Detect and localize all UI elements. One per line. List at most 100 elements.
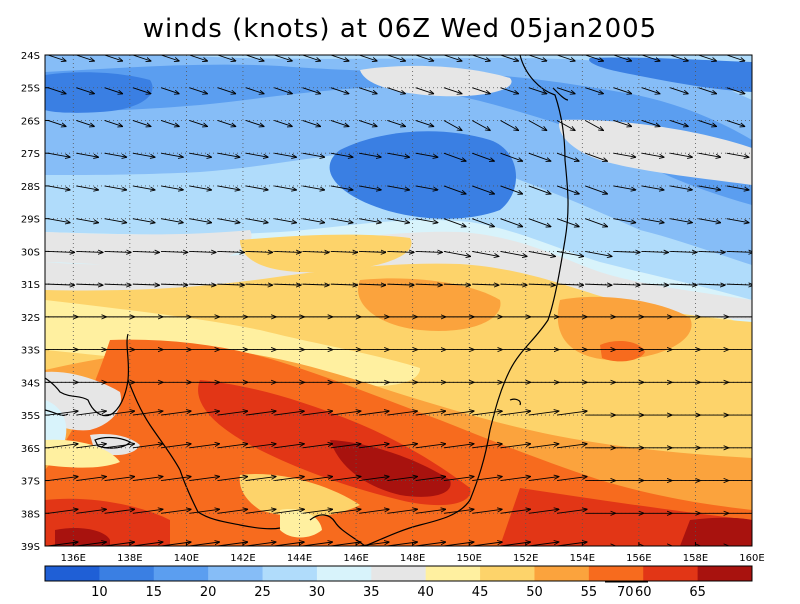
lat-label: 27S — [21, 149, 40, 160]
wind-arrow — [415, 87, 434, 94]
wind-arrow — [528, 477, 559, 481]
wind-arrow — [302, 477, 333, 481]
wind-arrow — [47, 444, 78, 449]
lon-label: 154E — [570, 553, 595, 564]
wind-arrow — [274, 477, 304, 481]
wind-arrow — [358, 185, 381, 190]
wind-arrow — [132, 185, 155, 190]
wind-arrow — [670, 120, 688, 126]
wind-arrow — [189, 411, 219, 416]
wind-arrow — [613, 152, 636, 157]
lat-label: 24S — [21, 51, 40, 62]
wind-arrow — [161, 444, 191, 449]
wind-arrow — [302, 55, 321, 61]
wind-arrow — [670, 284, 697, 285]
wind-arrow — [104, 477, 135, 481]
lon-label: 144E — [287, 553, 312, 564]
wind-arrow — [245, 284, 273, 285]
wind-arrow — [274, 55, 292, 61]
wind-arrow — [415, 411, 446, 416]
wind-arrow — [641, 185, 664, 190]
wind-arrow — [132, 55, 151, 61]
wind-arrow — [472, 87, 490, 94]
colorbar-swatch — [480, 566, 535, 581]
wind-arrow — [302, 509, 333, 514]
wind-arrow — [302, 218, 325, 223]
wind-arrow — [274, 87, 292, 94]
lon-label: 142E — [230, 553, 255, 564]
wind-arrow — [726, 152, 749, 157]
wind-arrow — [274, 218, 296, 223]
wind-arrow — [245, 120, 264, 126]
wind-arrow — [698, 87, 716, 94]
wind-arrow — [132, 284, 160, 285]
wind-arrow — [274, 509, 304, 514]
wind-arrow — [500, 87, 518, 94]
wind-arrow — [641, 251, 669, 252]
wind-arrow — [387, 284, 414, 285]
colorbar-swatch — [153, 566, 209, 581]
wind-arrow — [500, 185, 522, 194]
wind-arrow — [76, 87, 94, 94]
wind-arrow — [274, 185, 296, 190]
wind-arrow — [358, 218, 381, 223]
wind-arrow — [528, 509, 559, 514]
wind-arrow — [189, 152, 211, 157]
wind-arrow — [472, 250, 499, 256]
colorbar-label: 65 — [689, 585, 706, 600]
wind-arrow — [217, 87, 236, 94]
wind-arrow — [443, 185, 466, 194]
wind-arrow — [670, 55, 688, 61]
wind-arrow — [76, 444, 106, 449]
wind-arrow — [132, 120, 151, 126]
wind-arrow — [585, 120, 603, 130]
wind-arrow — [472, 55, 490, 61]
wind-arrow — [556, 444, 587, 449]
colorbar-swatch — [425, 566, 481, 581]
colorbar-swatch — [588, 566, 644, 581]
wind-arrow — [500, 509, 530, 514]
wind-arrow — [641, 218, 664, 223]
wind-arrow — [556, 411, 587, 416]
wind-arrow — [104, 251, 132, 252]
wind-arrow — [556, 120, 575, 130]
latitude-labels: 24S 25S 26S 27S 28S 29S 30S 31S 32S 33S 34S 35S 36S 3… — [21, 51, 49, 553]
longitude-labels: 136E 138E 140E 142E 144E 146E 148E 150E 152E 154E… — [61, 542, 765, 564]
wind-arrow — [330, 218, 353, 223]
wind-arrow — [189, 218, 211, 223]
wind-arrow — [585, 218, 607, 227]
wind-arrow — [330, 55, 349, 61]
colorbar-label: 35 — [363, 585, 380, 600]
wind-arrow — [245, 477, 276, 481]
wind-arrow — [359, 477, 389, 481]
colorbar-swatch — [316, 566, 372, 581]
wind-arrow — [641, 87, 660, 94]
wind-arrow — [387, 411, 417, 416]
wind-arrow — [387, 152, 409, 157]
wind-arrow — [161, 509, 191, 514]
wind-arrow — [132, 411, 163, 416]
wind-arrow — [302, 120, 321, 126]
wind-arrow — [528, 218, 551, 227]
lat-label: 32S — [21, 313, 40, 324]
wind-arrow — [189, 120, 207, 126]
wind-arrow — [415, 444, 446, 449]
wind-arrow — [500, 120, 518, 130]
wind-arrow — [161, 411, 191, 416]
wind-arrow — [330, 185, 353, 190]
wind-arrow — [698, 218, 720, 223]
wind-arrow — [330, 477, 361, 481]
wind-arrow — [189, 542, 219, 546]
wind-arrow — [104, 55, 123, 61]
wind-arrow — [245, 542, 276, 546]
lat-label: 30S — [21, 247, 40, 258]
wind-arrow — [189, 251, 216, 252]
wind-arrow — [613, 87, 632, 94]
wind-arrow — [330, 87, 349, 94]
wind-arrow — [189, 55, 207, 61]
wind-arrow — [189, 444, 219, 449]
colorbar-label: 10 — [91, 585, 108, 600]
wind-arrow — [359, 411, 389, 416]
wind-arrow — [500, 152, 522, 161]
